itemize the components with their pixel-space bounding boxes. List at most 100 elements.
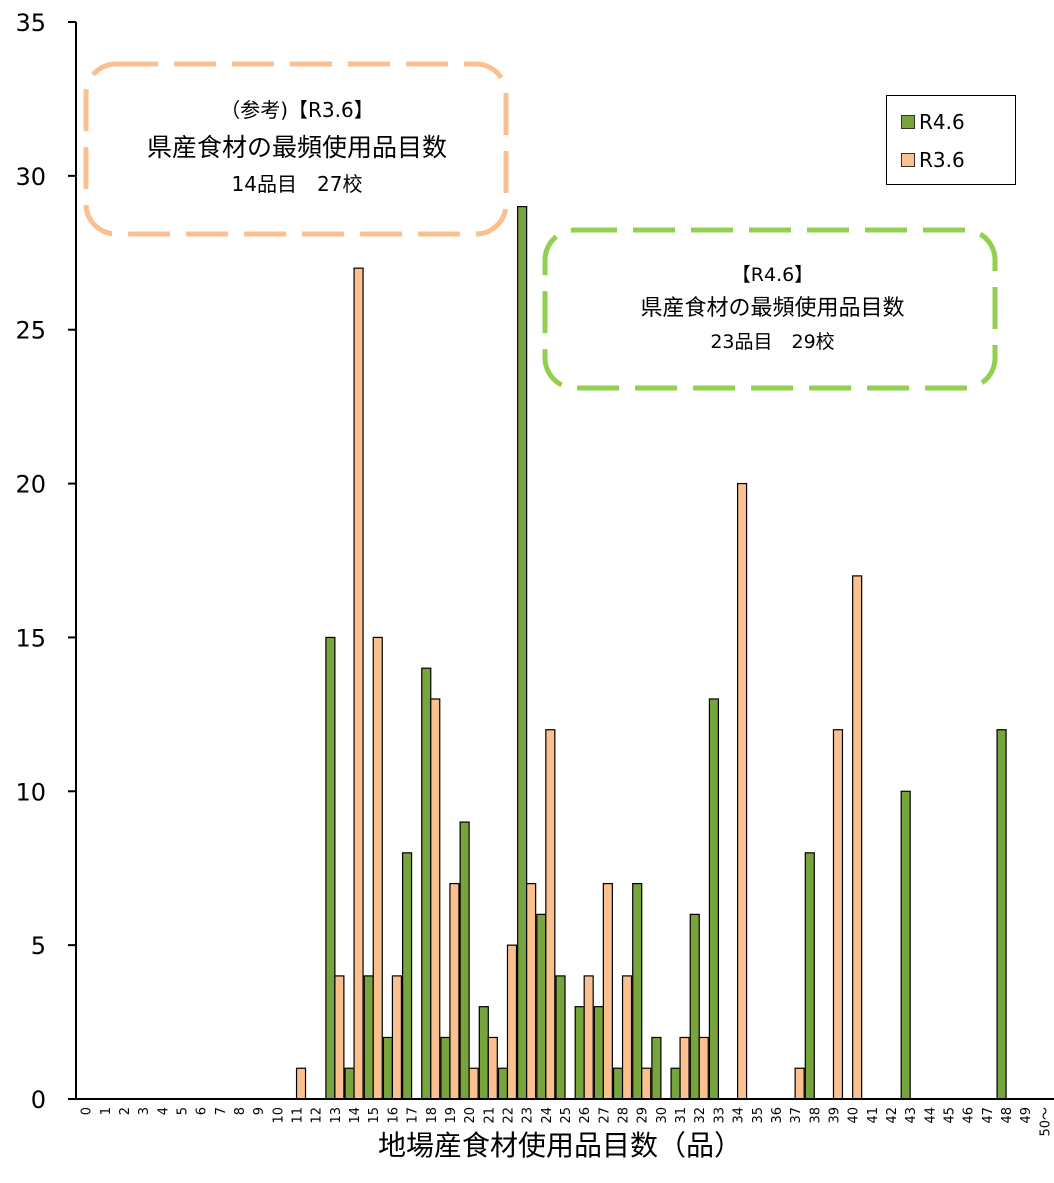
bar-R4.6-17 <box>401 852 413 1100</box>
y-tick-label-25: 25 <box>15 317 46 345</box>
y-tick-label-30: 30 <box>15 163 46 191</box>
legend-item-r46: R4.6 <box>901 110 965 134</box>
annotation-r46-line2: 県産食材の最頻使用品目数 <box>640 296 905 321</box>
bar-R3.6-37 <box>794 1067 805 1100</box>
x-tick-label-1: 1 <box>99 1107 114 1115</box>
legend-swatch-r46 <box>901 115 915 129</box>
x-tick-label-2: 2 <box>118 1107 133 1115</box>
bar-R3.6-21 <box>487 1036 498 1100</box>
bar-R3.6-18 <box>430 698 441 1100</box>
bar-R4.6-21 <box>478 1006 489 1100</box>
legend-item-r36: R3.6 <box>901 148 965 172</box>
bars-layer <box>295 206 1007 1100</box>
x-tick-label-7: 7 <box>214 1107 229 1115</box>
y-tick-label-15: 15 <box>15 624 46 652</box>
bar-R4.6-26 <box>574 1006 585 1100</box>
bar-R4.6-14 <box>344 1067 355 1100</box>
y-tick-label-20: 20 <box>15 471 46 499</box>
x-tick-label-21: 21 <box>482 1107 497 1124</box>
x-tick-label-9: 9 <box>252 1107 267 1115</box>
x-tick-label-15: 15 <box>367 1107 382 1124</box>
bar-R4.6-19 <box>440 1036 451 1100</box>
bar-R3.6-40 <box>852 575 863 1100</box>
bar-R4.6-32 <box>689 913 700 1100</box>
x-tick-label-16: 16 <box>386 1107 401 1124</box>
bar-R4.6-38 <box>804 852 815 1100</box>
bar-R4.6-22 <box>497 1067 509 1100</box>
bar-R4.6-16 <box>382 1036 394 1100</box>
annotation-r46-line3: 23品目 29校 <box>710 331 835 353</box>
bar-R4.6-27 <box>593 1006 604 1100</box>
legend-label-r36: R3.6 <box>919 148 965 172</box>
annotation-r46-line1: 【R4.6】 <box>731 264 814 286</box>
x-tick-label-11: 11 <box>291 1107 306 1124</box>
bar-R4.6-13 <box>325 636 336 1100</box>
x-tick-label-50～: 50～ <box>1038 1107 1053 1137</box>
bar-R4.6-30 <box>651 1036 662 1100</box>
bar-R4.6-15 <box>363 975 374 1100</box>
bar-R4.6-31 <box>670 1067 681 1100</box>
x-tick-label-12: 12 <box>310 1107 325 1124</box>
x-tick-label-42: 42 <box>885 1107 900 1124</box>
x-tick-label-24: 24 <box>540 1107 555 1124</box>
annotation-r36-line2: 県産食材の最頻使用品目数 <box>146 133 447 162</box>
x-tick-label-17: 17 <box>406 1107 421 1124</box>
annotation-r36: （参考)【R3.6】 県産食材の最頻使用品目数 14品目 27校 <box>92 92 502 200</box>
bar-R3.6-14 <box>353 267 364 1100</box>
annotation-r36-line3: 14品目 27校 <box>231 172 363 196</box>
x-tick-label-35: 35 <box>751 1107 766 1124</box>
bar-R3.6-39 <box>832 729 844 1100</box>
x-axis-label: 地場産食材使用品目数（品） <box>377 1129 742 1162</box>
x-tick-label-6: 6 <box>195 1107 210 1115</box>
x-tick-label-31: 31 <box>674 1107 689 1124</box>
bar-R4.6-20 <box>459 821 470 1100</box>
x-tick-label-8: 8 <box>233 1107 248 1115</box>
x-tick-label-34: 34 <box>732 1107 747 1124</box>
x-tick-label-30: 30 <box>655 1107 670 1124</box>
x-tick-label-23: 23 <box>521 1107 536 1124</box>
bar-R4.6-48 <box>996 729 1007 1100</box>
bar-R4.6-29 <box>632 882 643 1100</box>
x-tick-label-18: 18 <box>425 1107 440 1124</box>
x-tick-label-36: 36 <box>770 1107 785 1124</box>
bar-R4.6-18 <box>421 667 432 1100</box>
x-tick-label-40: 40 <box>847 1107 862 1124</box>
legend: R4.6 R3.6 <box>886 95 1016 185</box>
y-tick-label-5: 5 <box>31 932 46 960</box>
x-tick-label-10: 10 <box>271 1107 286 1124</box>
legend-label-r46: R4.6 <box>919 110 965 134</box>
x-tick-label-25: 25 <box>559 1107 574 1124</box>
x-tick-label-22: 22 <box>501 1107 516 1124</box>
x-tick-label-41: 41 <box>866 1107 881 1124</box>
bar-R3.6-26 <box>583 975 594 1100</box>
x-tick-label-14: 14 <box>348 1107 363 1124</box>
x-tick-label-39: 39 <box>827 1107 842 1124</box>
bar-R3.6-16 <box>391 975 403 1100</box>
x-tick-label-43: 43 <box>904 1107 919 1124</box>
y-tick-label-35: 35 <box>15 9 46 37</box>
annotation-frames <box>83 61 998 391</box>
y-tick-label-0: 0 <box>31 1086 46 1114</box>
bar-R3.6-34 <box>736 482 748 1100</box>
x-tick-label-28: 28 <box>617 1107 632 1124</box>
x-tick-label-44: 44 <box>923 1107 938 1124</box>
bar-R4.6-23 <box>517 206 528 1100</box>
bar-R4.6-24 <box>536 913 547 1100</box>
x-tick-label-46: 46 <box>962 1107 977 1124</box>
x-tick-label-27: 27 <box>597 1107 612 1124</box>
x-tick-label-32: 32 <box>693 1107 708 1124</box>
bar-R3.6-24 <box>545 729 556 1100</box>
bar-R3.6-29 <box>641 1067 652 1100</box>
bar-R3.6-31 <box>679 1036 690 1100</box>
x-tick-label-47: 47 <box>981 1107 996 1124</box>
x-tick-label-49: 49 <box>1019 1107 1034 1124</box>
annotation-r46: 【R4.6】 県産食材の最頻使用品目数 23品目 29校 <box>550 258 995 358</box>
x-tick-label-29: 29 <box>636 1107 651 1124</box>
x-tick-label-26: 26 <box>578 1107 593 1124</box>
x-tick-label-37: 37 <box>789 1107 804 1124</box>
bar-R3.6-11 <box>295 1067 307 1100</box>
x-tick-label-33: 33 <box>712 1107 727 1124</box>
annotation-frame-r36 <box>83 61 509 237</box>
bar-R3.6-27 <box>602 882 613 1100</box>
